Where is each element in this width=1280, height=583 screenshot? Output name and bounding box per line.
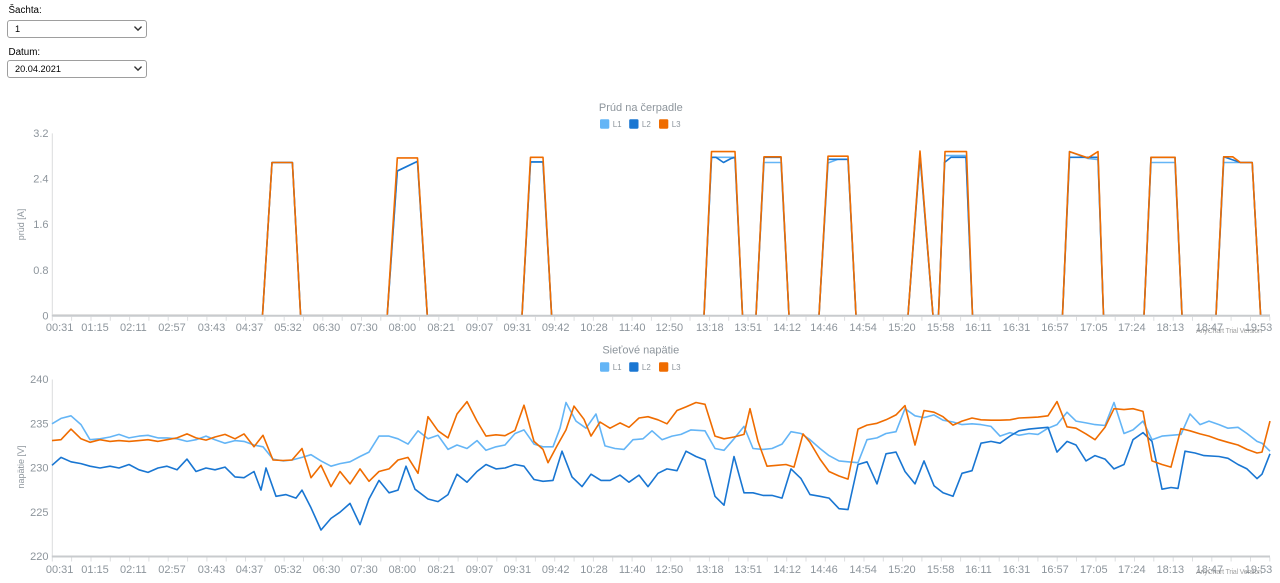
svg-text:0: 0 [42, 310, 48, 322]
svg-text:14:54: 14:54 [849, 322, 877, 334]
svg-text:02:57: 02:57 [158, 322, 186, 334]
svg-text:10:28: 10:28 [580, 322, 608, 334]
svg-text:L1: L1 [613, 120, 622, 129]
svg-text:15:20: 15:20 [888, 322, 916, 334]
svg-text:16:11: 16:11 [965, 322, 992, 334]
svg-text:13:51: 13:51 [734, 322, 762, 334]
svg-text:08:00: 08:00 [389, 322, 417, 334]
svg-text:13:51: 13:51 [734, 564, 762, 576]
svg-text:16:31: 16:31 [1003, 564, 1031, 576]
svg-text:L2: L2 [642, 363, 651, 372]
svg-text:02:57: 02:57 [158, 564, 186, 576]
svg-text:Prúd na čerpadle: Prúd na čerpadle [599, 102, 683, 114]
svg-text:14:54: 14:54 [849, 564, 877, 576]
svg-text:18:47: 18:47 [1196, 322, 1224, 334]
svg-text:19:53: 19:53 [1245, 564, 1273, 576]
svg-text:2.4: 2.4 [33, 174, 48, 186]
svg-text:06:30: 06:30 [313, 322, 341, 334]
svg-text:18:47: 18:47 [1196, 564, 1224, 576]
svg-text:02:11: 02:11 [120, 322, 147, 334]
svg-text:16:57: 16:57 [1041, 564, 1069, 576]
svg-text:04:37: 04:37 [236, 564, 264, 576]
svg-text:12:50: 12:50 [656, 564, 684, 576]
svg-text:14:46: 14:46 [810, 322, 838, 334]
svg-text:18:13: 18:13 [1157, 322, 1185, 334]
svg-text:17:24: 17:24 [1118, 322, 1146, 334]
svg-text:05:32: 05:32 [274, 322, 302, 334]
svg-text:AnyChart Trial Version: AnyChart Trial Version [1196, 567, 1262, 576]
svg-text:09:31: 09:31 [504, 564, 532, 576]
svg-text:L2: L2 [642, 120, 651, 129]
svg-text:05:32: 05:32 [274, 564, 302, 576]
svg-text:07:30: 07:30 [350, 564, 378, 576]
svg-text:240: 240 [30, 374, 48, 386]
svg-text:01:15: 01:15 [81, 564, 109, 576]
svg-text:14:12: 14:12 [773, 564, 801, 576]
svg-text:235: 235 [30, 418, 48, 430]
svg-text:19:53: 19:53 [1245, 322, 1273, 334]
svg-text:225: 225 [30, 507, 48, 519]
svg-text:17:05: 17:05 [1080, 322, 1108, 334]
svg-text:17:24: 17:24 [1118, 564, 1146, 576]
svg-text:15:58: 15:58 [927, 322, 955, 334]
svg-text:09:07: 09:07 [466, 564, 494, 576]
svg-text:3.2: 3.2 [33, 128, 48, 140]
svg-text:L3: L3 [672, 363, 681, 372]
svg-text:03:43: 03:43 [198, 322, 226, 334]
svg-text:16:57: 16:57 [1041, 322, 1069, 334]
svg-text:07:30: 07:30 [350, 322, 378, 334]
svg-text:0.8: 0.8 [33, 265, 48, 277]
svg-text:Sieťové napätie: Sieťové napätie [602, 345, 679, 357]
svg-text:16:31: 16:31 [1003, 322, 1031, 334]
svg-text:06:30: 06:30 [313, 564, 341, 576]
svg-text:napätie [V]: napätie [V] [16, 445, 26, 488]
svg-text:14:46: 14:46 [810, 564, 838, 576]
svg-text:L1: L1 [613, 363, 622, 372]
svg-text:14:12: 14:12 [773, 322, 801, 334]
svg-text:00:31: 00:31 [46, 564, 74, 576]
svg-text:09:31: 09:31 [504, 322, 532, 334]
svg-text:11:40: 11:40 [619, 564, 646, 576]
svg-text:220: 220 [30, 551, 48, 563]
svg-text:03:43: 03:43 [198, 564, 226, 576]
svg-text:08:21: 08:21 [427, 322, 455, 334]
svg-text:1.6: 1.6 [33, 219, 48, 231]
svg-text:18:13: 18:13 [1157, 564, 1185, 576]
svg-text:08:21: 08:21 [427, 564, 455, 576]
svg-text:02:11: 02:11 [120, 564, 147, 576]
svg-text:08:00: 08:00 [389, 564, 417, 576]
svg-text:11:40: 11:40 [619, 322, 646, 334]
svg-text:17:05: 17:05 [1080, 564, 1108, 576]
svg-text:12:50: 12:50 [656, 322, 684, 334]
svg-text:09:42: 09:42 [542, 564, 570, 576]
svg-text:13:18: 13:18 [696, 564, 724, 576]
svg-text:15:20: 15:20 [888, 564, 916, 576]
svg-text:09:42: 09:42 [542, 322, 570, 334]
svg-text:prúd [A]: prúd [A] [16, 209, 26, 241]
svg-text:13:18: 13:18 [696, 322, 724, 334]
svg-text:00:31: 00:31 [46, 322, 74, 334]
svg-text:10:28: 10:28 [580, 564, 608, 576]
svg-text:AnyChart Trial Version: AnyChart Trial Version [1196, 326, 1262, 335]
svg-text:09:07: 09:07 [466, 322, 494, 334]
svg-text:16:11: 16:11 [965, 564, 992, 576]
svg-text:04:37: 04:37 [236, 322, 264, 334]
svg-text:230: 230 [30, 463, 48, 475]
svg-text:01:15: 01:15 [81, 322, 109, 334]
svg-text:15:58: 15:58 [927, 564, 955, 576]
svg-text:L3: L3 [672, 120, 681, 129]
